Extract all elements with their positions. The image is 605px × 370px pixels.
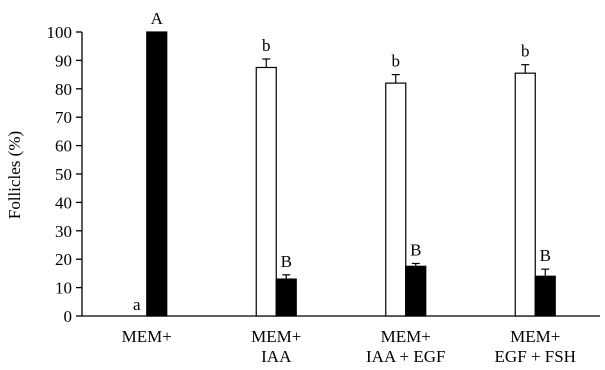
significance-letter: b — [392, 52, 401, 71]
y-tick-label: 90 — [55, 51, 72, 70]
y-tick-label: 20 — [55, 250, 72, 269]
y-tick-label: 0 — [64, 307, 73, 326]
significance-letter: B — [410, 240, 421, 259]
x-tick-label: EGF + FSH — [495, 347, 576, 366]
significance-letter: B — [281, 252, 292, 271]
significance-letter: B — [540, 246, 551, 265]
x-tick-label: IAA — [261, 347, 292, 366]
x-tick-label: MEM+ — [251, 327, 301, 346]
x-tick-label: MEM+ — [122, 327, 172, 346]
bars: a Ab Bb Bb B — [133, 9, 556, 317]
y-tick-label: 80 — [55, 80, 72, 99]
y-tick-label: 100 — [47, 23, 73, 42]
bar — [385, 82, 407, 317]
significance-letter: b — [521, 42, 530, 61]
bar — [146, 31, 168, 317]
y-tick-label: 60 — [55, 137, 72, 156]
y-tick-label: 50 — [55, 165, 72, 184]
x-tick-label: IAA + EGF — [366, 347, 445, 366]
y-tick-label: 10 — [55, 279, 72, 298]
bar — [405, 265, 427, 317]
y-tick-label: 70 — [55, 108, 72, 127]
significance-letter: A — [151, 9, 164, 28]
y-axis: 0 10 20 30 40 50 60 70 80 90 100 — [47, 23, 83, 326]
bar — [514, 72, 536, 317]
bar — [275, 278, 297, 317]
x-tick-label: MEM+ — [381, 327, 431, 346]
significance-letter: b — [262, 36, 271, 55]
y-tick-label: 30 — [55, 222, 72, 241]
bar — [534, 275, 556, 317]
significance-letter: a — [133, 295, 141, 314]
y-tick-label: 40 — [55, 193, 72, 212]
bar — [255, 66, 277, 317]
x-tick-label: MEM+ — [510, 327, 560, 346]
y-axis-label: Follicles (%) — [5, 131, 24, 219]
